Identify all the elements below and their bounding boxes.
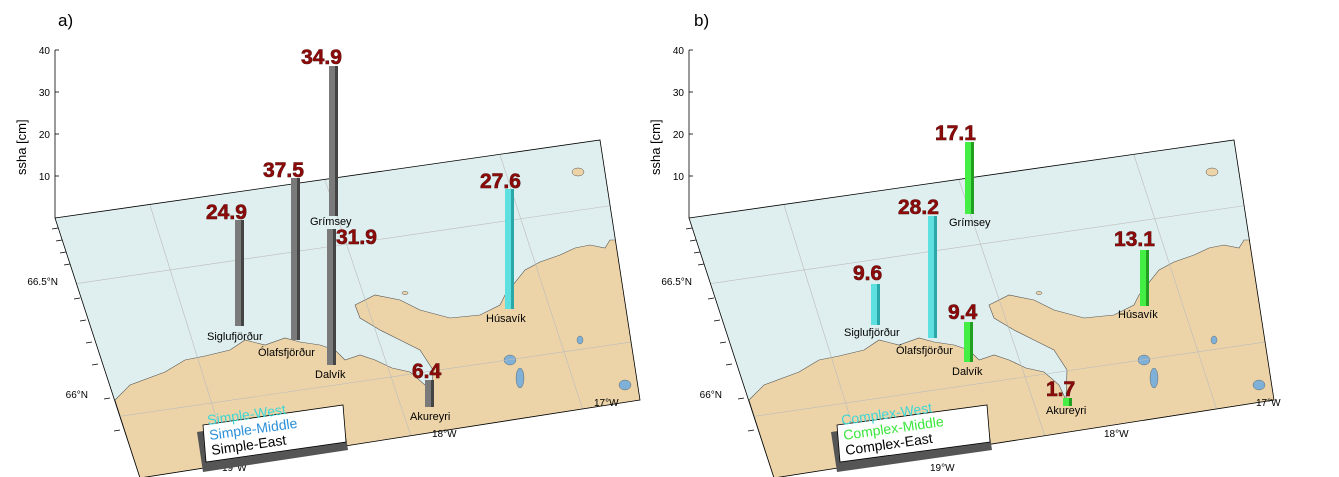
bar-label-dalvik-b: 9.4 [948, 301, 978, 324]
bar-label-olafsfjordur-b: 28.2 [898, 196, 939, 219]
bar-siglufjordur-a [235, 220, 244, 326]
bar-fill [965, 142, 971, 214]
bar-akureyri-b [1063, 398, 1072, 406]
bar-fill [928, 216, 934, 338]
bar-fill [1063, 398, 1069, 406]
legend-a: Simple-West Simple-Middle Simple-East [197, 401, 348, 472]
lon-label-a-19: 19°W [222, 463, 247, 474]
panel-label-a: a) [58, 11, 73, 30]
place-siglufjordur-a: Siglufjörður [207, 331, 263, 343]
ytick-a-20: 20 [39, 130, 51, 141]
lat-label-a-665: 66.5°N [27, 277, 58, 288]
bar-label-siglufjordur-b: 9.6 [853, 262, 882, 285]
bar-label-siglufjordur-a: 24.9 [206, 201, 247, 224]
bar-grimsey-b [965, 142, 974, 214]
panel-a: a) ssha [cm] 40 30 20 10 66.5°N 66°N 19°… [14, 11, 645, 477]
place-olafsfjordur-b: Ólafsfjörður [896, 344, 953, 357]
bar-fill [505, 189, 511, 309]
bar-label-grimsey-a: 34.9 [301, 46, 342, 69]
bar-fill [291, 178, 297, 340]
bar-fill [329, 66, 335, 216]
place-grimsey-a: Grímsey [310, 216, 352, 228]
bar-fill [327, 229, 333, 365]
bar-dalvik-a [327, 229, 336, 365]
bar-label-grimsey-b: 17.1 [935, 122, 976, 145]
bar-fill [235, 220, 241, 326]
panel-b: b) ssha [cm] 40 30 20 10 66.5°N 66°N 19°… [648, 11, 1281, 477]
lon-label-b-17: 17°W [1256, 398, 1281, 409]
ylabel-a: ssha [cm] [14, 119, 29, 175]
ytick-b-20: 20 [673, 130, 685, 141]
bar-fill [1140, 250, 1146, 306]
place-dalvik-a: Dalvík [315, 369, 346, 381]
ytick-a-40: 40 [39, 46, 51, 57]
place-dalvik-b: Dalvík [952, 366, 983, 378]
ytick-b-30: 30 [673, 88, 685, 99]
lon-label-a-17: 17°W [594, 398, 619, 409]
lat-label-b-66: 66°N [700, 390, 722, 401]
lon-label-b-18: 18°W [1104, 429, 1129, 440]
bar-label-husavik-a: 27.6 [480, 170, 521, 193]
place-husavik-a: Húsavík [486, 313, 526, 325]
ylabel-b: ssha [cm] [648, 119, 663, 175]
lon-label-b-19: 19°W [930, 463, 955, 474]
place-akureyri-b: Akureyri [1046, 405, 1086, 417]
place-akureyri-a: Akureyri [410, 411, 450, 423]
place-grimsey-b: Grímsey [949, 217, 991, 229]
bar-dalvik-b [964, 322, 973, 362]
ytick-a-30: 30 [39, 88, 51, 99]
bar-fill [425, 380, 431, 407]
place-husavik-b: Húsavík [1118, 309, 1158, 321]
bar-husavik-a [505, 189, 514, 309]
panel-label-b: b) [694, 11, 709, 30]
bar-husavik-b [1140, 250, 1149, 306]
ytick-b-40: 40 [673, 46, 685, 57]
lat-label-a-66: 66°N [66, 390, 88, 401]
bar-grimsey-a [329, 66, 338, 216]
place-olafsfjordur-a: Ólafsfjörður [258, 346, 315, 359]
place-siglufjordur-b: Siglufjörður [844, 327, 900, 339]
bar-akureyri-a [425, 380, 434, 407]
ytick-a-10: 10 [39, 172, 51, 183]
ytick-b-10: 10 [673, 172, 685, 183]
lon-label-a-18: 18°W [432, 429, 457, 440]
bar-label-husavik-b: 13.1 [1114, 228, 1155, 251]
bar-olafsfjordur-a [291, 178, 300, 340]
bar-fill [964, 322, 970, 362]
lat-label-b-665: 66.5°N [661, 277, 692, 288]
bar-label-dalvik-a: 31.9 [336, 226, 377, 249]
bar-fill [871, 284, 877, 325]
bar-label-olafsfjordur-a: 37.5 [263, 159, 304, 182]
bar-label-akureyri-b: 1.7 [1046, 378, 1075, 401]
bar-label-akureyri-a: 6.4 [412, 360, 442, 383]
bar-olafsfjordur-b [928, 216, 937, 338]
bar-siglufjordur-b [871, 284, 880, 325]
legend-b: Complex-West Complex-Middle Complex-East [831, 399, 992, 472]
map-base-a [52, 50, 645, 477]
